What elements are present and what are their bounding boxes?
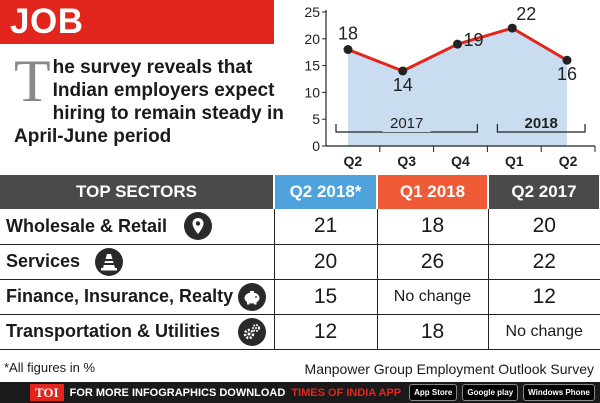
- year-label: 2017: [390, 115, 423, 132]
- footer-text: FOR MORE INFOGRAPHICS DOWNLOAD: [69, 386, 286, 399]
- windows-phone-badge[interactable]: Windows Phone: [523, 384, 595, 401]
- x-tick-label: Q2: [344, 153, 363, 169]
- data-label: 22: [516, 4, 536, 24]
- value-q2-2017: No change: [488, 314, 600, 350]
- y-tick-label: 25: [304, 4, 320, 20]
- sector-cell: Transportation & Utilities: [0, 314, 275, 350]
- piggy-bank-icon: [238, 282, 266, 311]
- data-label: 16: [557, 64, 577, 84]
- sectors-table: TOP SECTORS Q2 2018* Q1 2018 Q2 2017 Who…: [0, 175, 600, 350]
- value-q2-2018: 21: [274, 209, 378, 245]
- data-point: [343, 45, 353, 55]
- value-q1-2018: 26: [377, 244, 489, 280]
- x-tick-label: Q3: [397, 153, 416, 169]
- sector-cell: Services: [0, 244, 275, 280]
- table-row: Services 20 26 22: [0, 244, 600, 280]
- intro-body: he survey reveals that Indian employers …: [14, 57, 284, 147]
- google-play-badge[interactable]: Google play: [462, 384, 519, 401]
- app-store-badge[interactable]: App Store: [409, 384, 458, 401]
- y-tick-label: 20: [304, 31, 320, 47]
- sector-name: Finance, Insurance, Realty: [6, 286, 234, 306]
- value-q2-2017: 20: [488, 209, 600, 245]
- table-row: Finance, Insurance, Realty 15 No change …: [0, 279, 600, 315]
- data-point: [453, 39, 462, 49]
- data-point: [398, 66, 408, 76]
- year-label-bg: [382, 114, 431, 132]
- sector-name: Wholesale & Retail: [6, 215, 168, 236]
- table-header-row: TOP SECTORS Q2 2018* Q1 2018 Q2 2017: [0, 175, 600, 209]
- sector-name: Transportation & Utilities: [6, 321, 221, 341]
- sector-name: Services: [6, 251, 81, 271]
- y-tick-label: 0: [312, 138, 320, 154]
- header-q2-2018: Q2 2018*: [274, 175, 378, 209]
- x-tick-label: Q2: [559, 153, 578, 169]
- data-label: 19: [463, 30, 483, 50]
- header-q1-2018: Q1 2018: [377, 175, 489, 209]
- year-label: 2018: [525, 115, 558, 132]
- source-credit: Manpower Group Employment Outlook Survey: [304, 361, 594, 377]
- value-q2-2017: 22: [488, 244, 600, 280]
- value-q1-2018: No change: [377, 279, 489, 315]
- chart-svg: 0 5 10 15 20 25 Q2 Q3 Q4 Q1 Q2 2017 2018 18 14 19 22 16: [304, 4, 596, 169]
- x-tick-label: Q4: [451, 153, 470, 169]
- value-q1-2018: 18: [377, 314, 489, 350]
- table-row: Wholesale & Retail 21 18 20: [0, 209, 600, 245]
- footer-app-name: TIMES OF INDIA APP: [291, 386, 402, 399]
- data-label: 18: [338, 24, 358, 44]
- header-q2-2017: Q2 2017: [488, 175, 600, 209]
- y-tick-label: 10: [304, 84, 320, 100]
- traffic-cone-icon: [95, 247, 123, 276]
- footnote: *All figures in %: [4, 360, 96, 375]
- footer-bar: TOI FOR MORE INFOGRAPHICS DOWNLOAD TIMES…: [0, 382, 600, 403]
- year-bracket: [496, 124, 586, 133]
- location-pin-icon: [184, 212, 212, 240]
- value-q2-2018: 12: [274, 314, 378, 350]
- value-q2-2018: 20: [274, 244, 378, 280]
- data-point: [507, 23, 517, 33]
- data-point: [562, 55, 572, 65]
- page-title: JOB FORECAST: [0, 0, 274, 85]
- y-tick-label: 15: [304, 58, 320, 74]
- value-q1-2018: 18: [377, 209, 489, 245]
- dropcap-letter: T: [14, 48, 51, 114]
- y-tick-label: 5: [312, 111, 320, 127]
- header-top-sectors: TOP SECTORS: [0, 175, 275, 209]
- gears-icon: [238, 317, 266, 346]
- forecast-line-chart: 0 5 10 15 20 25 Q2 Q3 Q4 Q1 Q2 2017 2018 18 14 19 22 16: [290, 0, 600, 172]
- table-row: Transportation & Utilities 12 18 No chan…: [0, 314, 600, 350]
- x-tick-label: Q1: [505, 153, 524, 169]
- value-q2-2018: 15: [274, 279, 378, 315]
- data-label: 14: [393, 75, 413, 95]
- sector-cell: Finance, Insurance, Realty: [0, 279, 275, 315]
- value-q2-2017: 12: [488, 279, 600, 315]
- toi-logo: TOI: [30, 384, 64, 401]
- sector-cell: Wholesale & Retail: [0, 209, 275, 245]
